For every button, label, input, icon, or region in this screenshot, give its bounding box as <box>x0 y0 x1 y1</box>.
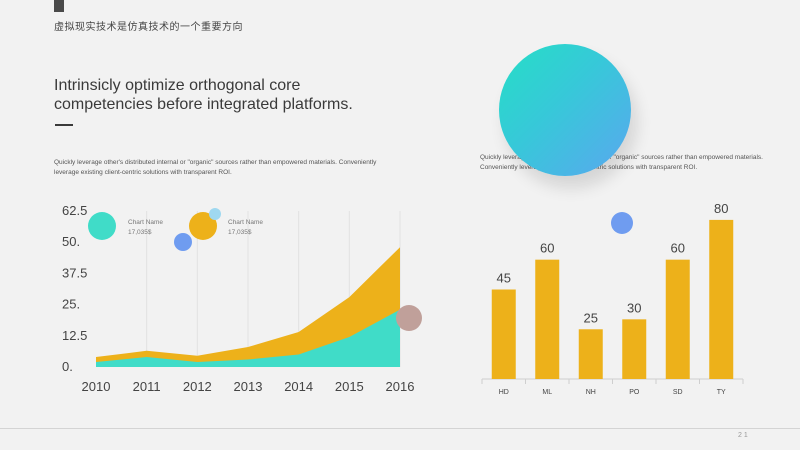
legend-dot-teal <box>88 212 116 240</box>
bar-value-label: 60 <box>540 241 554 256</box>
small-light-circle <box>209 208 221 220</box>
bar-value-label: 80 <box>714 201 728 216</box>
bar-chart: 45 HD 60 ML 25 NH 30 PO 60 SD 80 TY <box>481 201 744 396</box>
bar <box>665 259 690 379</box>
area-series-yellow <box>96 247 400 367</box>
headline: Intrinsicly optimize orthogonal core com… <box>54 77 353 113</box>
category-label: TY <box>717 389 726 396</box>
legend-value: 17,035$ <box>128 229 152 236</box>
y-tick-label: 12.5 <box>62 328 87 343</box>
legend-value: 17,035$ <box>228 229 252 236</box>
bar-value-label: 30 <box>627 300 641 315</box>
category-label: NH <box>586 389 596 396</box>
bar-value-label: 25 <box>584 310 598 325</box>
bar <box>491 289 516 379</box>
y-tick-label: 50. <box>62 234 80 249</box>
legend-dot-yellow <box>189 212 217 240</box>
bar-value-label: 60 <box>671 241 685 256</box>
bar <box>622 319 647 379</box>
decorative-circles <box>88 208 633 331</box>
category-label: SD <box>673 389 683 396</box>
x-tick-label: 2011 <box>133 379 161 394</box>
legend-name: Chart Name <box>228 219 263 226</box>
y-tick-label: 25. <box>62 297 80 312</box>
x-tick-label: 2015 <box>335 379 364 394</box>
page-number: 2 1 <box>738 432 748 439</box>
category-label: PO <box>629 389 640 396</box>
body-text-left: Quickly leverage other's distributed int… <box>54 159 377 176</box>
x-tick-label: 2014 <box>284 379 313 394</box>
area-chart: 0. 12.5 25. 37.5 50. 62.5 2010 2011 2012 2013 2014… <box>62 203 414 394</box>
y-tick-label: 0. <box>62 359 73 374</box>
decorative-gradient-circle <box>499 44 631 176</box>
legend-name: Chart Name <box>128 219 163 226</box>
mauve-circle <box>396 305 422 331</box>
area-series-teal <box>96 309 400 367</box>
category-label: ML <box>542 389 552 396</box>
x-tick-label: 2010 <box>82 379 111 394</box>
category-label: HD <box>499 389 509 396</box>
blue-circle <box>174 233 192 251</box>
bar <box>535 259 560 379</box>
slide-tab-marker <box>54 0 64 12</box>
bar <box>709 219 734 379</box>
footer-rule <box>0 428 800 429</box>
y-tick-label: 62.5 <box>62 203 87 218</box>
x-tick-label: 2016 <box>386 379 415 394</box>
header-title: 虚拟现实技术是仿真技术的一个重要方向 <box>54 22 243 33</box>
legend: Chart Name 17,035$ Chart Name 17,035$ <box>128 219 263 236</box>
x-tick-label: 2012 <box>183 379 212 394</box>
bar <box>578 329 603 379</box>
x-tick-label: 2013 <box>234 379 263 394</box>
bar-value-label: 45 <box>497 271 511 286</box>
y-tick-label: 37.5 <box>62 265 87 280</box>
blue-circle-right <box>611 212 633 234</box>
accent-rule <box>55 124 73 126</box>
